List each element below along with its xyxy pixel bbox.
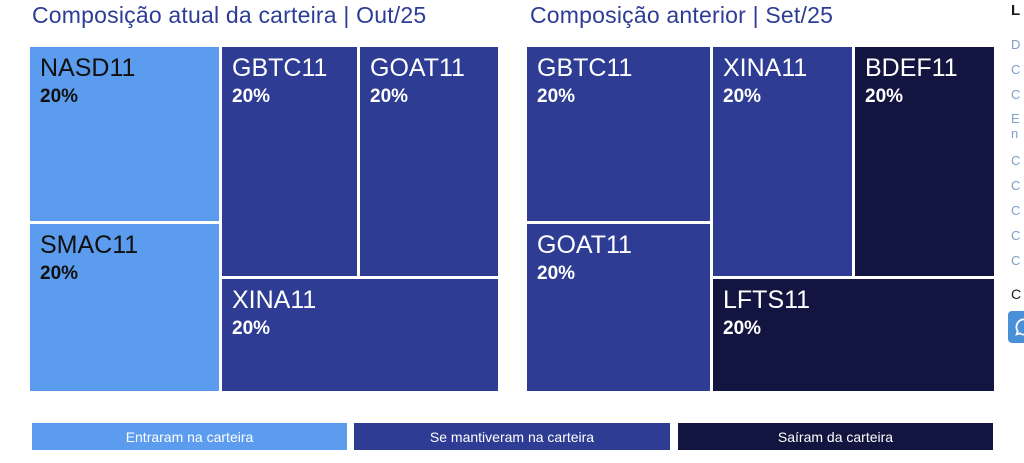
sidebar-link-6[interactable]: C (1011, 178, 1021, 193)
tile-ticker: LFTS11 (723, 286, 811, 314)
tile-bdef11[interactable]: BDEF11 20% (855, 47, 994, 276)
tile-percent: 20% (537, 263, 576, 284)
tile-ticker: BDEF11 (865, 54, 958, 82)
sidebar-link-3[interactable]: C (1011, 87, 1021, 102)
tile-ticker: GOAT11 (537, 231, 632, 259)
treemap-current: NASD11 20% SMAC11 20% GBTC11 20% GOAT11 … (30, 47, 498, 391)
tile-lfts11[interactable]: LFTS11 20% (713, 279, 994, 391)
tile-goat11-prev[interactable]: GOAT11 20% (527, 224, 710, 391)
sidebar-link-2[interactable]: C (1011, 62, 1021, 77)
tile-xina11-prev[interactable]: XINA11 20% (713, 47, 852, 276)
chart-title-previous: Composição anterior | Set/25 (530, 2, 834, 28)
tile-ticker: SMAC11 (40, 231, 139, 259)
tile-nasd11[interactable]: NASD11 20% (30, 47, 219, 221)
tile-ticker: XINA11 (232, 286, 317, 314)
sidebar-link-9[interactable]: C (1011, 253, 1021, 268)
tile-percent: 20% (537, 86, 576, 107)
tile-ticker: NASD11 (40, 54, 136, 82)
share-heading: C (1011, 286, 1022, 302)
sidebar-link-4[interactable]: E n (1011, 111, 1020, 141)
sidebar-link-4-line2: n (1011, 126, 1019, 141)
tile-percent: 20% (370, 86, 409, 107)
whatsapp-share-icon[interactable] (1008, 311, 1024, 343)
tile-percent: 20% (865, 86, 904, 107)
tile-smac11[interactable]: SMAC11 20% (30, 224, 219, 391)
tile-percent: 20% (40, 86, 79, 107)
tile-xina11[interactable]: XINA11 20% (222, 279, 498, 391)
tile-percent: 20% (232, 318, 271, 339)
tile-percent: 20% (232, 86, 271, 107)
tile-goat11[interactable]: GOAT11 20% (360, 47, 498, 276)
tile-ticker: GBTC11 (537, 54, 633, 82)
treemap-previous: GBTC11 20% GOAT11 20% XINA11 20% BDEF11 … (527, 47, 994, 391)
tile-percent: 20% (40, 263, 79, 284)
tile-gbtc11[interactable]: GBTC11 20% (222, 47, 357, 276)
sidebar-link-7[interactable]: C (1011, 203, 1021, 218)
tile-percent: 20% (723, 318, 762, 339)
tile-ticker: XINA11 (723, 54, 808, 82)
sidebar-link-1[interactable]: D (1011, 37, 1021, 52)
tile-ticker: GBTC11 (232, 54, 328, 82)
sidebar-link-4-line1: E (1011, 111, 1020, 126)
legend-stayed: Se mantiveram na carteira (354, 423, 670, 450)
tile-percent: 20% (723, 86, 762, 107)
sidebar-link-8[interactable]: C (1011, 228, 1021, 243)
chart-title-current: Composição atual da carteira | Out/25 (32, 2, 427, 28)
sidebar-link-5[interactable]: C (1011, 153, 1021, 168)
whatsapp-glyph (1015, 318, 1024, 336)
sidebar-heading: L (1011, 2, 1021, 19)
tile-ticker: GOAT11 (370, 54, 465, 82)
legend-entered: Entraram na carteira (32, 423, 347, 450)
legend-exited: Saíram da carteira (678, 423, 993, 450)
tile-gbtc11-prev[interactable]: GBTC11 20% (527, 47, 710, 221)
